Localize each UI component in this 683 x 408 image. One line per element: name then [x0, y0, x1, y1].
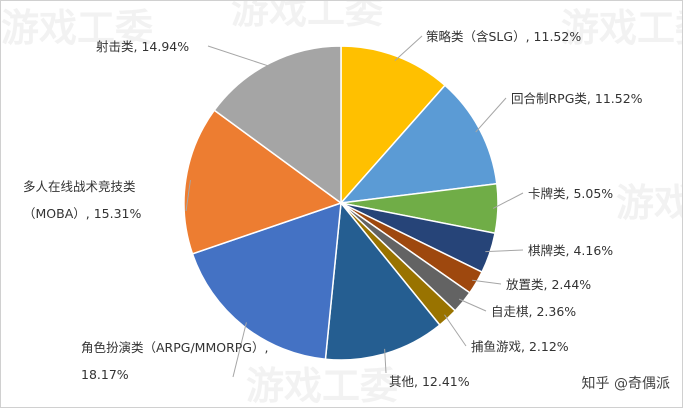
leader-line	[492, 192, 524, 209]
leader-line	[232, 322, 247, 378]
label-separator: ,	[543, 277, 552, 292]
data-label: 自走棋, 2.36%	[491, 298, 576, 325]
label-separator: ,	[525, 29, 534, 44]
label-category: 卡牌类	[528, 186, 566, 201]
leader-line	[472, 279, 502, 285]
pie-slice	[324, 201, 441, 361]
pie-slice	[339, 84, 498, 204]
pie-slice	[183, 109, 343, 255]
data-label: 卡牌类, 5.05%	[528, 180, 613, 207]
label-separator: ,	[565, 243, 574, 258]
label-category: 射击类	[96, 39, 134, 54]
value-label: 15.31%	[93, 206, 142, 221]
label-category: 角色扮演类（ARPG/MMORPG）	[81, 340, 265, 355]
leader-line	[384, 348, 387, 374]
value-label: 2.44%	[551, 277, 592, 292]
label-separator: ,	[414, 374, 422, 389]
value-label: 11.52%	[594, 91, 643, 106]
label-category: 棋牌类	[528, 243, 566, 258]
leader-line	[444, 314, 467, 347]
data-label: 射击类, 14.94%	[96, 33, 189, 60]
pie-slice	[213, 45, 342, 205]
label-separator: ,	[565, 186, 574, 201]
leader-line	[458, 298, 487, 312]
label-separator: ,	[528, 304, 537, 319]
leader-line	[207, 45, 273, 68]
value-label: 11.52%	[533, 29, 582, 44]
watermark: 游戏工委	[246, 364, 398, 408]
watermark: 游戏工委	[1, 6, 153, 50]
value-label: 2.36%	[536, 304, 577, 319]
value-label: 2.12%	[528, 339, 569, 354]
value-label: 18.17%	[81, 367, 129, 382]
watermark: 游戏工委	[231, 1, 383, 32]
data-label: 回合制RPG类, 11.52%	[511, 85, 643, 112]
data-label: 其他, 12.41%	[389, 368, 470, 395]
credit: 知乎 @奇偶派	[581, 376, 670, 392]
data-label: 放置类, 2.44%	[506, 271, 591, 298]
label-category: 多人在线战术竞技类（MOBA）	[23, 179, 136, 221]
label-category: 其他	[389, 374, 415, 389]
watermark: 游戏工委	[561, 6, 683, 50]
label-category: 自走棋	[491, 304, 529, 319]
label-category: 放置类	[506, 277, 544, 292]
watermark: 游戏工委	[616, 181, 683, 225]
label-category: 策略类（含SLG）	[426, 29, 526, 44]
leader-line	[185, 180, 191, 212]
leader-line	[485, 249, 524, 253]
leader-line	[394, 35, 423, 61]
value-label: 12.41%	[421, 374, 470, 389]
value-label: 14.94%	[141, 39, 190, 54]
value-label: 4.16%	[573, 243, 614, 258]
value-label: 5.05%	[573, 186, 614, 201]
data-label: 捕鱼游戏, 2.12%	[471, 333, 569, 360]
label-category: 回合制RPG类	[511, 91, 587, 106]
data-label: 多人在线战术竞技类（MOBA）, 15.31%	[23, 173, 188, 227]
label-separator: ,	[85, 206, 94, 221]
data-label: 策略类（含SLG）, 11.52%	[426, 23, 581, 50]
label-separator: ,	[133, 39, 142, 54]
leader-line	[475, 97, 507, 133]
data-label: 角色扮演类（ARPG/MMORPG）, 18.17%	[81, 334, 281, 388]
pie-slice	[340, 45, 447, 205]
label-separator: ,	[586, 91, 595, 106]
label-separator: ,	[521, 339, 529, 354]
label-category: 捕鱼游戏	[471, 339, 522, 354]
label-separator: ,	[264, 340, 269, 355]
pie-slice	[191, 201, 342, 361]
data-label: 棋牌类, 4.16%	[528, 237, 613, 264]
